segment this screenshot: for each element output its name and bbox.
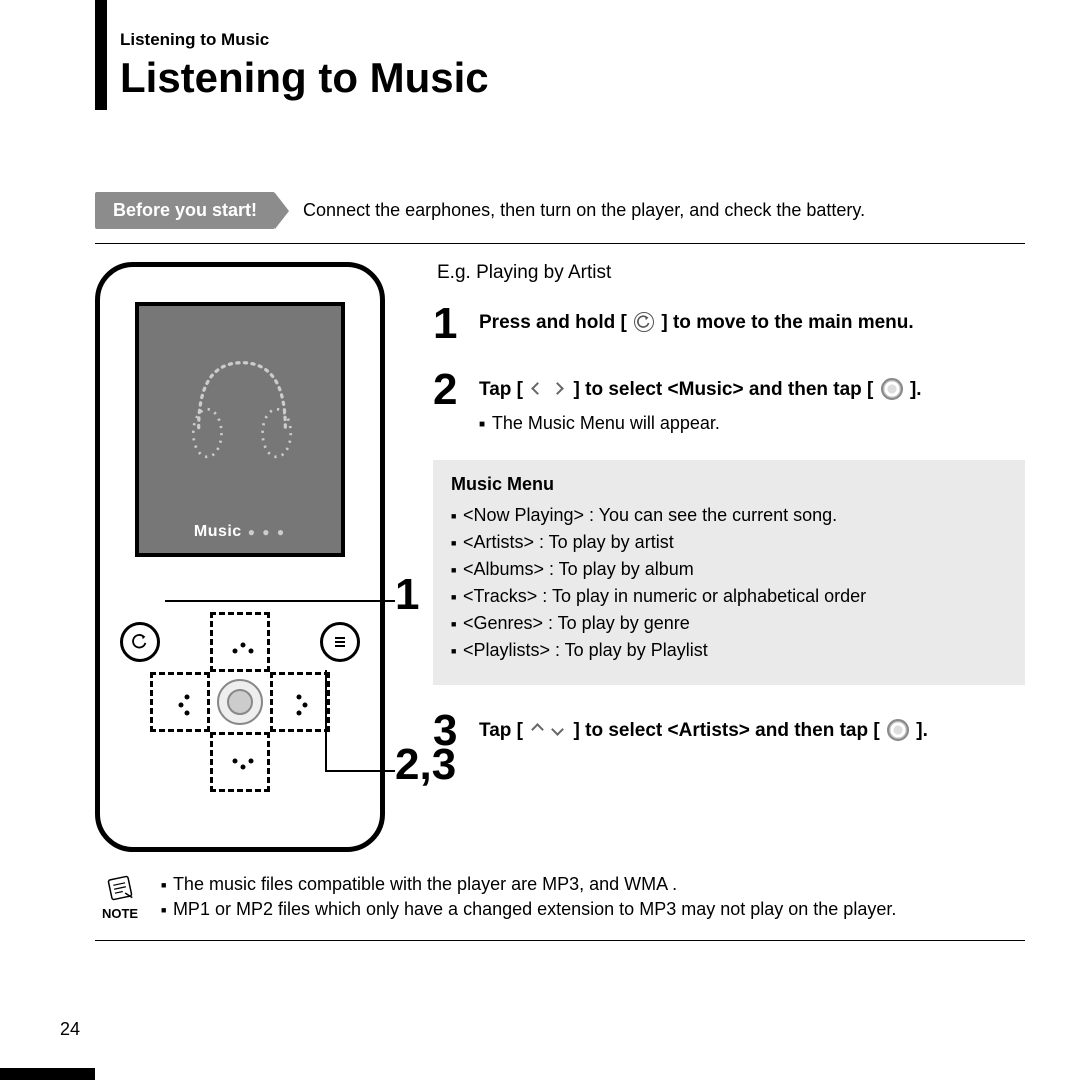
page-number: 24: [60, 1019, 80, 1040]
step-3: 3 Tap [ ] to select <Artists> and then t…: [433, 711, 1025, 751]
dpad-up: [210, 612, 270, 672]
device-outline: Music● ● ●: [95, 262, 385, 852]
callout-number-23: 2,3: [395, 740, 456, 790]
before-pill: Before you start!: [95, 192, 275, 229]
music-menu-list: <Now Playing> : You can see the current …: [451, 505, 1007, 661]
screen-label: Music● ● ●: [139, 523, 341, 541]
dpad-left: [150, 672, 210, 732]
note-row: NOTE The music files compatible with the…: [95, 874, 1025, 941]
step-3-text: Tap [ ] to select <Artists> and then tap…: [479, 720, 928, 741]
music-item: <Albums> : To play by album: [451, 559, 1007, 580]
dpad-center: [210, 672, 270, 732]
main-row: Music● ● ●: [95, 262, 1025, 852]
up-icon: [529, 721, 547, 739]
music-item: <Genres> : To play by genre: [451, 613, 1007, 634]
callout-line-2h: [325, 770, 395, 772]
select-icon: [881, 378, 903, 400]
music-item: <Tracks> : To play in numeric or alphabe…: [451, 586, 1007, 607]
separator: [95, 243, 1025, 244]
note-item: The music files compatible with the play…: [161, 874, 1025, 895]
headphones-icon: [177, 341, 307, 471]
step-2-sub: The Music Menu will appear.: [479, 413, 1025, 434]
step-1-text: Press and hold [ ] to move to the main m…: [479, 312, 914, 333]
note-item: MP1 or MP2 files which only have a chang…: [161, 899, 1025, 920]
music-item: <Artists> : To play by artist: [451, 532, 1007, 553]
step-1: 1 Press and hold [ ] to move to the main…: [433, 304, 1025, 344]
right-icon: [549, 380, 567, 398]
left-icon: [529, 380, 547, 398]
music-menu-title: Music Menu: [451, 474, 1007, 495]
step-2: 2 Tap [ ] to select <Music> and then tap…: [433, 370, 1025, 434]
down-icon: [549, 721, 567, 739]
example-label: E.g. Playing by Artist: [437, 262, 1025, 284]
instructions: E.g. Playing by Artist 1 Press and hold …: [433, 262, 1025, 852]
dpad-right: [270, 672, 330, 732]
page-content: Listening to Music Listening to Music Be…: [95, 30, 1025, 941]
device-screen: Music● ● ●: [135, 302, 345, 557]
device-column: Music● ● ●: [95, 262, 415, 852]
step-2-number: 2: [433, 370, 465, 410]
return-icon: [634, 312, 654, 332]
dpad-controls: [140, 612, 340, 812]
page-title: Listening to Music: [120, 54, 1025, 102]
music-item: <Now Playing> : You can see the current …: [451, 505, 1007, 526]
before-row: Before you start! Connect the earphones,…: [95, 192, 1025, 229]
breadcrumb: Listening to Music: [120, 30, 1025, 50]
dpad-down: [210, 732, 270, 792]
music-item: <Playlists> : To play by Playlist: [451, 640, 1007, 661]
bottom-rule: [0, 1068, 95, 1080]
step-1-number: 1: [433, 304, 465, 344]
note-list: The music files compatible with the play…: [161, 874, 1025, 924]
callout-number-1: 1: [395, 570, 419, 620]
callout-line-2v: [325, 670, 327, 770]
before-text: Connect the earphones, then turn on the …: [303, 200, 865, 221]
note-icon: [103, 871, 136, 904]
music-menu-box: Music Menu <Now Playing> : You can see t…: [433, 460, 1025, 685]
select-icon: [887, 719, 909, 741]
callout-line-1: [165, 600, 395, 602]
note-label: NOTE: [95, 874, 145, 921]
screen-dots: ● ● ●: [248, 525, 286, 539]
step-2-text: Tap [ ] to select <Music> and then tap […: [479, 379, 922, 400]
